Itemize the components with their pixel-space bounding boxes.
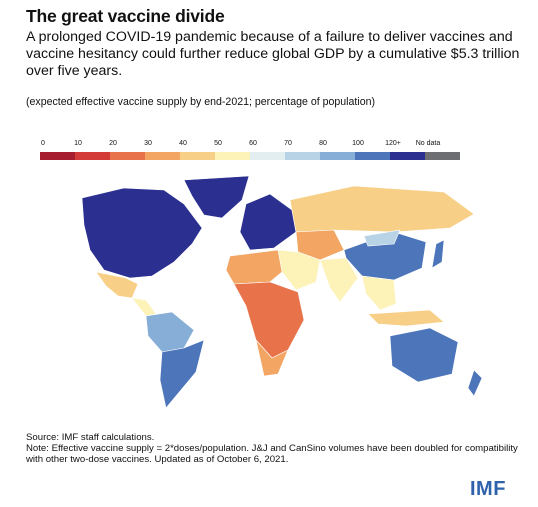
map-region-indonesia xyxy=(367,309,445,327)
legend-label: 120+ xyxy=(385,140,401,147)
legend-label: 20 xyxy=(109,140,117,147)
map-region-china xyxy=(343,231,427,281)
map-region-japan xyxy=(431,239,445,269)
legend-swatch xyxy=(390,152,425,160)
map-region-australia xyxy=(389,327,459,383)
map-region-north-africa xyxy=(225,249,283,285)
world-map xyxy=(81,175,483,409)
map-region-central-asia xyxy=(295,229,345,261)
chart-title: The great vaccine divide xyxy=(26,6,225,26)
legend-label: 30 xyxy=(144,140,152,147)
note-text: Note: Effective vaccine supply = 2*doses… xyxy=(26,443,518,466)
chart-subtitle: A prolonged COVID-19 pandemic because of… xyxy=(26,29,520,79)
footer-notes: Source: IMF staff calculations. Note: Ef… xyxy=(26,432,526,466)
legend-swatch xyxy=(215,152,250,160)
legend-swatch xyxy=(250,152,285,160)
map-region-greenland xyxy=(183,175,250,219)
legend-label: 40 xyxy=(179,140,187,147)
map-region-mongolia xyxy=(363,229,401,247)
map-region-india xyxy=(319,257,359,303)
legend-label: 0 xyxy=(41,140,45,147)
legend-label: 50 xyxy=(214,140,222,147)
map-region-south-america-north xyxy=(145,311,195,353)
map-region-central-america xyxy=(131,297,157,317)
legend-label: 10 xyxy=(74,140,82,147)
map-region-russia xyxy=(289,185,475,233)
legend-swatch xyxy=(320,152,355,160)
legend-label: 80 xyxy=(319,140,327,147)
legend-swatch xyxy=(180,152,215,160)
map-region-southeast-asia xyxy=(361,275,397,311)
legend-swatch xyxy=(40,152,75,160)
legend-label: No data xyxy=(415,140,441,147)
legend-label: 70 xyxy=(284,140,292,147)
map-region-south-america-south xyxy=(159,339,205,409)
legend-swatch xyxy=(355,152,390,160)
source-text: Source: IMF staff calculations. xyxy=(26,432,155,443)
legend-swatch xyxy=(285,152,320,160)
legend-swatch xyxy=(75,152,110,160)
map-region-south-africa xyxy=(255,338,289,377)
map-region-europe xyxy=(239,193,297,251)
legend-label: 100 xyxy=(352,140,364,147)
map-region-new-zealand xyxy=(467,369,483,397)
legend-swatch xyxy=(425,152,460,160)
legend-swatch xyxy=(110,152,145,160)
map-region-canada-usa xyxy=(81,187,203,279)
legend-label: 60 xyxy=(249,140,257,147)
unit-note: (expected effective vaccine supply by en… xyxy=(26,96,376,108)
legend-swatch xyxy=(145,152,180,160)
imf-logo: IMF xyxy=(470,478,506,500)
map-region-africa xyxy=(233,281,305,359)
